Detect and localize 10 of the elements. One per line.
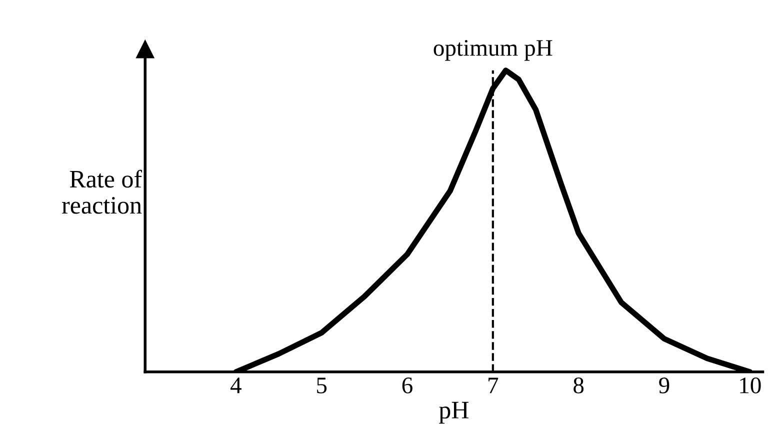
x-tick-label: 7 — [488, 378, 498, 394]
x-tick-label: 5 — [317, 378, 327, 394]
x-tick-label: 6 — [402, 378, 412, 394]
x-tick-label: 10 — [740, 377, 761, 394]
x-axis-title: pH — [439, 402, 468, 424]
x-tick-label: 4 — [230, 378, 242, 394]
ref-line-label: optimum pH — [434, 40, 552, 61]
x-tick-label: 9 — [659, 378, 670, 394]
x-tick-label: 8 — [574, 377, 584, 394]
y-axis-title: Rate of reaction — [62, 170, 142, 214]
